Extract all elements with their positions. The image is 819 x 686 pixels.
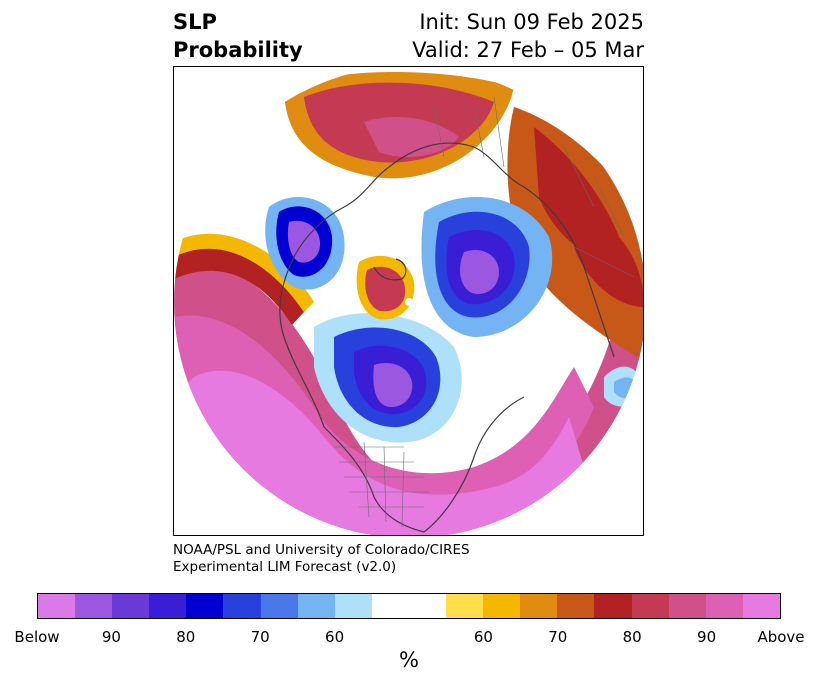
colorbar-segment [742, 594, 780, 618]
colorbar-tick-label: 60 [473, 628, 493, 646]
credit-line-1: NOAA/PSL and University of Colorado/CIRE… [173, 542, 470, 558]
colorbar-segment [483, 594, 521, 618]
colorbar-segment [223, 594, 261, 618]
colorbar-segment [186, 594, 224, 618]
colorbar [37, 593, 781, 619]
colorbar-tick-label: 70 [548, 628, 568, 646]
probability-map [174, 67, 643, 535]
colorbar-segment [149, 594, 187, 618]
colorbar-tick-label: 80 [622, 628, 642, 646]
colorbar-segment [705, 594, 743, 618]
colorbar-tick-label: Above [757, 628, 805, 646]
colorbar-segment [334, 594, 372, 618]
title-metric: Probability [173, 38, 303, 62]
colorbar-segment [75, 594, 113, 618]
title-variable: SLP [173, 10, 217, 34]
colorbar-tick-label: Below [14, 628, 60, 646]
colorbar-segment [446, 594, 484, 618]
colorbar-segment [594, 594, 632, 618]
colorbar-segment [260, 594, 298, 618]
colorbar-tick-label: 90 [697, 628, 717, 646]
colorbar-segment [668, 594, 706, 618]
title-right: Init: Sun 09 Feb 2025 Valid: 27 Feb – 05… [412, 8, 644, 64]
valid-range: Valid: 27 Feb – 05 Mar [412, 38, 644, 62]
colorbar-segment [297, 594, 335, 618]
colorbar-tick-label: 80 [176, 628, 196, 646]
colorbar-segment [631, 594, 669, 618]
colorbar-segment [38, 594, 76, 618]
colorbar-unit: % [399, 648, 419, 672]
colorbar-tick-label: 70 [250, 628, 270, 646]
title-left: SLP Probability [173, 8, 303, 64]
colorbar-segment [112, 594, 150, 618]
credit-line-2: Experimental LIM Forecast (v2.0) [173, 559, 397, 575]
init-date: Init: Sun 09 Feb 2025 [419, 10, 644, 34]
colorbar-segment [520, 594, 558, 618]
credit-text: NOAA/PSL and University of Colorado/CIRE… [173, 542, 470, 576]
map-panel [173, 66, 644, 536]
colorbar-segment [371, 594, 447, 618]
colorbar-tick-label: 90 [101, 628, 121, 646]
colorbar-tick-label: 60 [325, 628, 345, 646]
colorbar-segment [557, 594, 595, 618]
